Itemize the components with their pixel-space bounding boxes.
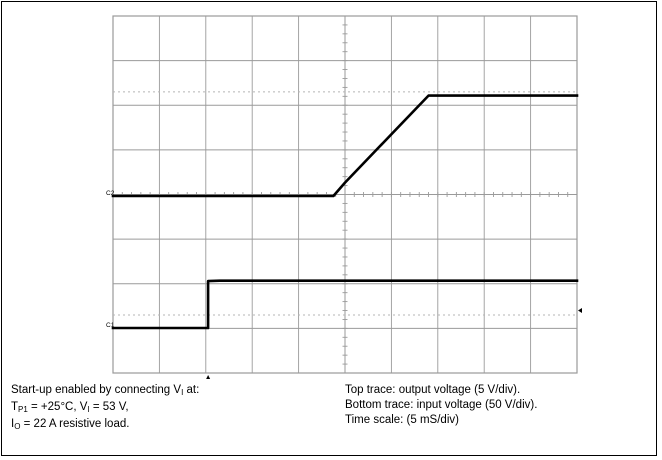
oscilloscope-plot: C2 C1 — [106, 15, 582, 379]
channel-label-c2: C2 — [106, 190, 115, 197]
trace-c1 — [111, 279, 579, 330]
caption-trace-legend: Top trace: output voltage (5 V/div). Bot… — [345, 383, 537, 428]
legend-bottom-trace: Bottom trace: input voltage (50 V/div). — [345, 399, 538, 411]
trigger-position-marker — [206, 375, 211, 379]
legend-top-trace: Top trace: output voltage (5 V/div). — [345, 384, 521, 396]
trace-c2 — [111, 94, 579, 198]
caption-line-3: IO = 22 A resistive load. — [11, 418, 130, 431]
caption-line-2: TP1 = +25°C, VI = 53 V, — [11, 401, 129, 414]
legend-time-scale: Time scale: (5 mS/div) — [345, 414, 459, 426]
caption-conditions: Start-up enabled by connecting VI at: TP… — [11, 383, 199, 434]
grid — [112, 15, 578, 374]
trigger-level-marker — [578, 308, 582, 314]
caption-line-1: Start-up enabled by connecting VI at: — [11, 384, 200, 397]
traces — [111, 94, 579, 330]
channel-label-c1: C1 — [106, 322, 115, 329]
markers: C2 C1 — [106, 190, 582, 379]
